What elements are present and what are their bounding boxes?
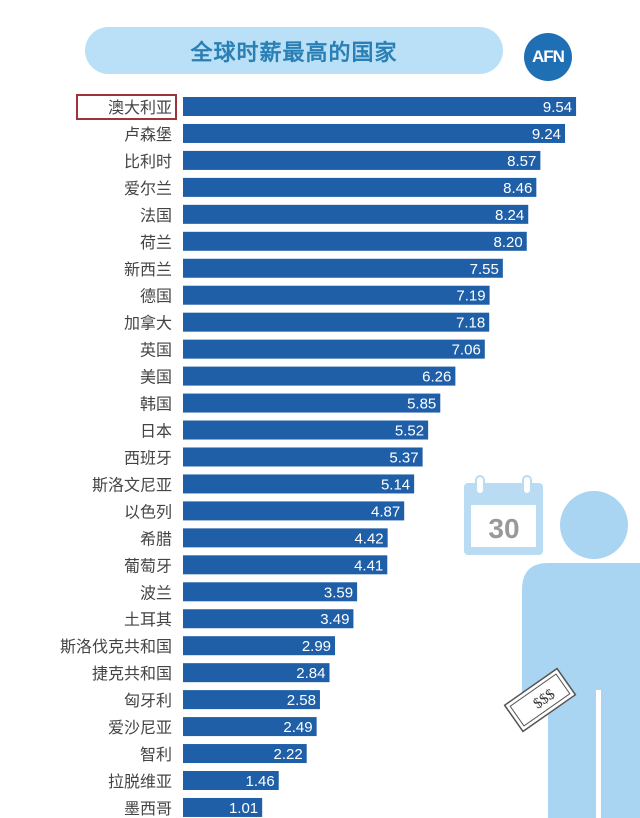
category-label: 法国 bbox=[140, 206, 172, 225]
category-label: 新西兰 bbox=[124, 260, 172, 279]
bar bbox=[183, 312, 490, 332]
bar bbox=[183, 150, 541, 170]
value-label: 8.46 bbox=[503, 180, 532, 197]
highlight-box bbox=[76, 94, 177, 120]
value-label: 8.57 bbox=[507, 153, 536, 170]
category-label: 荷兰 bbox=[140, 233, 172, 252]
person-head bbox=[560, 491, 628, 559]
value-label: 2.84 bbox=[296, 665, 325, 682]
value-label: 4.87 bbox=[371, 503, 400, 520]
bar bbox=[183, 717, 317, 737]
value-label: 5.37 bbox=[389, 449, 418, 466]
value-label: 2.22 bbox=[273, 746, 302, 763]
value-label: 5.85 bbox=[407, 396, 436, 413]
value-label: 2.49 bbox=[283, 719, 312, 736]
value-label: 7.06 bbox=[452, 342, 481, 359]
bar bbox=[183, 474, 415, 494]
bar bbox=[183, 555, 388, 575]
category-label: 土耳其 bbox=[124, 610, 172, 629]
category-label: 斯洛文尼亚 bbox=[92, 475, 172, 494]
value-label: 9.54 bbox=[543, 99, 572, 116]
bar bbox=[183, 339, 485, 359]
bar bbox=[183, 177, 537, 197]
category-label: 希腊 bbox=[140, 529, 172, 548]
category-label: 匈牙利 bbox=[124, 691, 172, 710]
bar bbox=[183, 582, 358, 602]
value-label: 1.46 bbox=[246, 773, 275, 790]
value-label: 4.41 bbox=[354, 557, 383, 574]
value-label: 2.58 bbox=[287, 692, 316, 709]
bar bbox=[183, 447, 423, 467]
category-label: 日本 bbox=[140, 422, 172, 441]
chart-title: 全球时薪最高的国家 bbox=[85, 27, 503, 74]
value-label: 8.24 bbox=[495, 207, 524, 224]
afn-logo: AFN bbox=[524, 33, 572, 81]
value-label: 4.42 bbox=[354, 530, 383, 547]
category-label: 葡萄牙 bbox=[124, 556, 172, 575]
category-label: 捷克共和国 bbox=[92, 664, 172, 683]
category-label: 拉脱维亚 bbox=[108, 772, 172, 791]
category-label: 西班牙 bbox=[124, 448, 172, 467]
bar bbox=[183, 744, 307, 764]
bar bbox=[183, 609, 354, 629]
bar bbox=[183, 501, 405, 521]
category-label: 墨西哥 bbox=[124, 799, 172, 818]
bar bbox=[183, 528, 388, 548]
category-label: 加拿大 bbox=[124, 314, 172, 333]
category-label: 比利时 bbox=[124, 152, 172, 171]
value-label: 5.14 bbox=[381, 476, 410, 493]
value-label: 7.19 bbox=[456, 288, 485, 305]
bar bbox=[183, 97, 577, 116]
value-label: 8.20 bbox=[494, 234, 523, 251]
category-label: 德国 bbox=[140, 287, 172, 306]
person-illustration bbox=[522, 491, 640, 818]
value-label: 7.18 bbox=[456, 315, 485, 332]
category-label: 英国 bbox=[140, 341, 172, 360]
bar bbox=[183, 771, 279, 790]
category-label: 卢森堡 bbox=[124, 125, 172, 144]
bar bbox=[183, 420, 429, 440]
calendar-icon: 30 bbox=[464, 475, 543, 555]
calendar-day: 30 bbox=[488, 513, 519, 544]
bar bbox=[183, 393, 441, 413]
bar bbox=[183, 663, 330, 683]
bar bbox=[183, 231, 527, 251]
bar bbox=[183, 690, 320, 710]
category-label: 波兰 bbox=[140, 583, 172, 602]
category-label: 韩国 bbox=[140, 395, 172, 414]
bar bbox=[183, 204, 529, 224]
category-label: 斯洛伐克共和国 bbox=[60, 637, 172, 656]
bar bbox=[183, 258, 503, 278]
bar bbox=[183, 285, 490, 305]
money-bill-icon: $$$ bbox=[503, 667, 577, 733]
value-label: 5.52 bbox=[395, 423, 424, 440]
bar bbox=[183, 636, 336, 656]
bar bbox=[183, 366, 456, 386]
value-label: 3.49 bbox=[320, 611, 349, 628]
value-label: 3.59 bbox=[324, 584, 353, 601]
value-label: 1.01 bbox=[229, 800, 258, 817]
value-label: 2.99 bbox=[302, 638, 331, 655]
category-label: 爱尔兰 bbox=[124, 179, 172, 198]
bar bbox=[183, 797, 263, 817]
category-label: 以色列 bbox=[124, 502, 172, 521]
category-label: 爱沙尼亚 bbox=[108, 718, 172, 737]
person-body bbox=[522, 563, 640, 818]
category-label: 智利 bbox=[140, 745, 172, 764]
value-label: 7.55 bbox=[470, 261, 499, 278]
category-label: 澳大利亚 bbox=[108, 98, 172, 117]
value-label: 6.26 bbox=[422, 369, 451, 386]
bar bbox=[183, 123, 566, 143]
category-label: 美国 bbox=[140, 368, 172, 387]
value-label: 9.24 bbox=[532, 126, 561, 143]
